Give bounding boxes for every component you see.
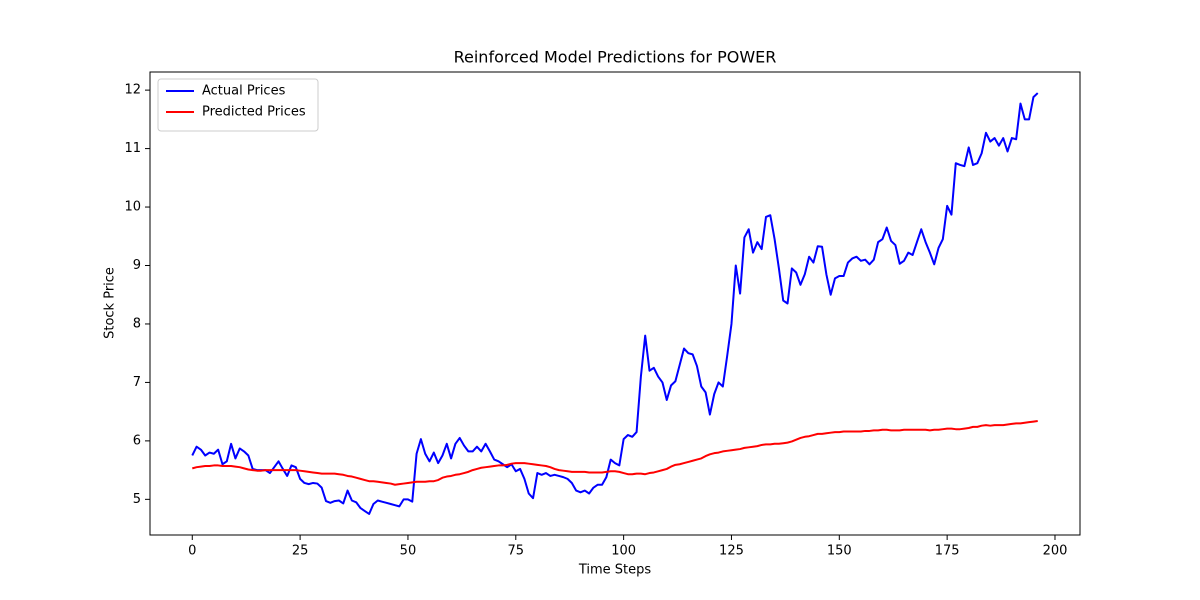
y-tick-label: 8 bbox=[133, 316, 141, 331]
line-series bbox=[192, 420, 1038, 486]
legend-label: Predicted Prices bbox=[202, 105, 306, 120]
chart-title: Reinforced Model Predictions for POWER bbox=[454, 48, 777, 67]
x-tick-label: 25 bbox=[292, 544, 309, 559]
legend-label: Actual Prices bbox=[202, 84, 286, 99]
y-tick-label: 10 bbox=[124, 200, 141, 215]
legend-box bbox=[157, 78, 319, 132]
y-tick-label: 5 bbox=[133, 492, 141, 507]
x-tick-label: 75 bbox=[508, 544, 525, 559]
y-tick-label: 11 bbox=[124, 141, 141, 156]
x-tick-label: 150 bbox=[827, 544, 852, 559]
x-axis-label: Time Steps bbox=[578, 563, 652, 578]
x-tick-label: 175 bbox=[935, 544, 960, 559]
plot-frame bbox=[149, 71, 1081, 536]
y-tick-label: 6 bbox=[133, 433, 141, 448]
y-axis-label: Stock Price bbox=[103, 267, 118, 339]
x-tick-label: 50 bbox=[400, 544, 417, 559]
x-tick-label: 100 bbox=[611, 544, 636, 559]
x-tick-label: 125 bbox=[719, 544, 744, 559]
line-series bbox=[191, 92, 1039, 515]
x-tick-label: 200 bbox=[1043, 544, 1068, 559]
y-tick-label: 12 bbox=[124, 83, 141, 98]
y-tick-label: 7 bbox=[133, 375, 141, 390]
x-tick-label: 0 bbox=[188, 544, 196, 559]
y-tick-label: 9 bbox=[133, 258, 141, 273]
